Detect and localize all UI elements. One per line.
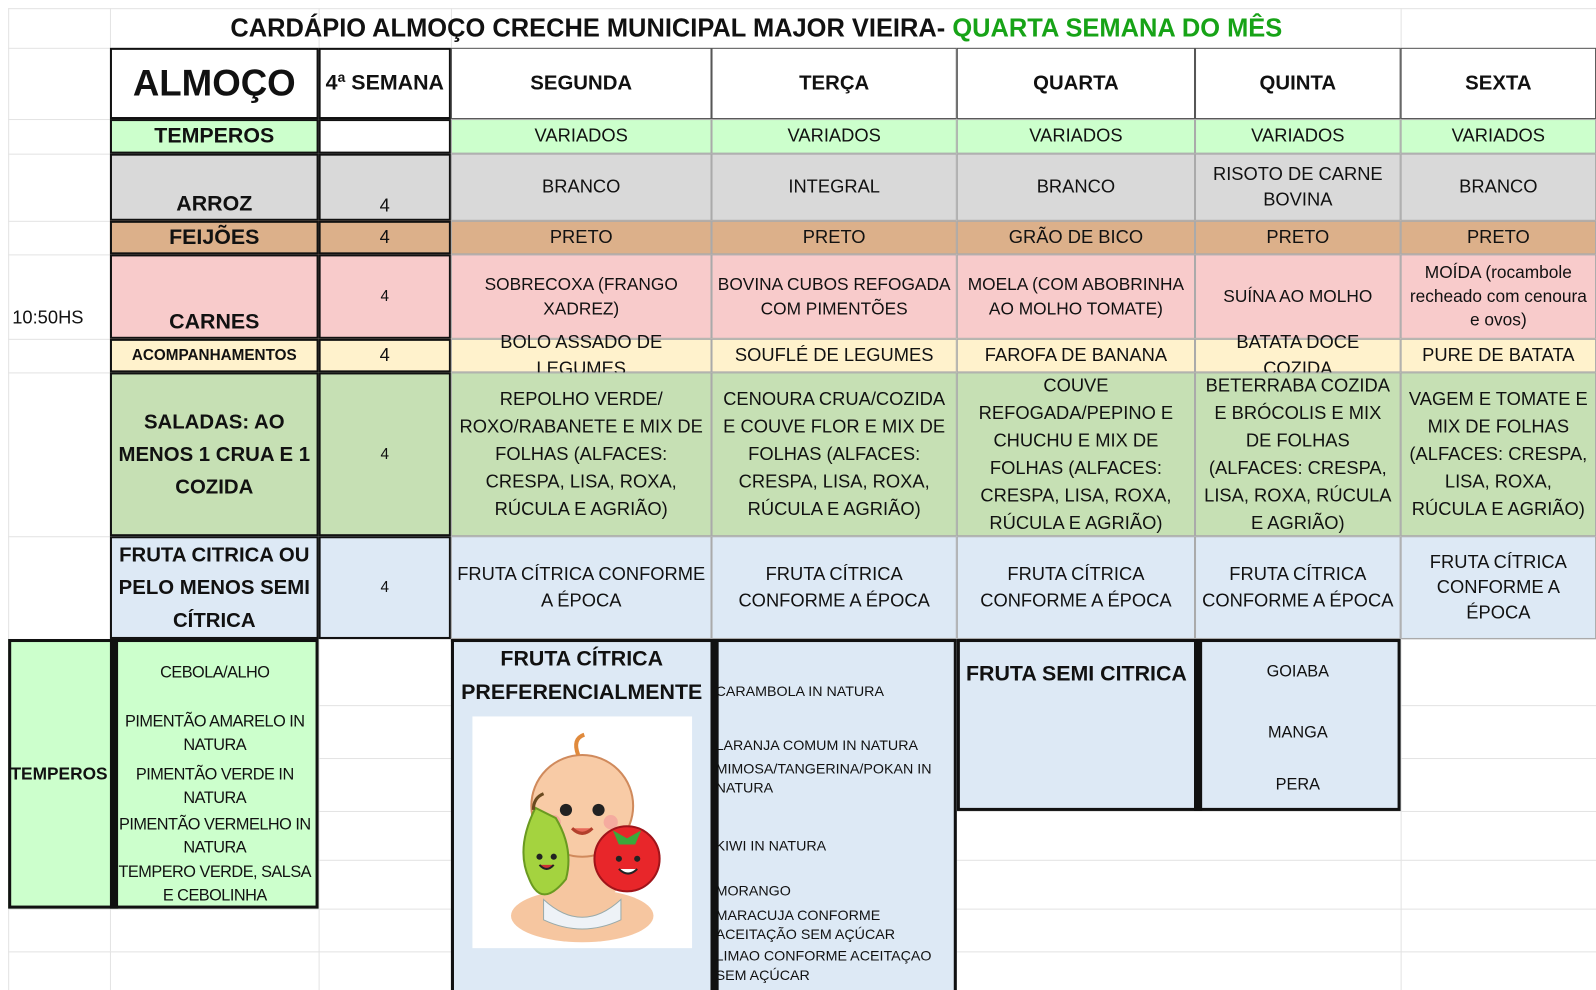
menu-cell: VARIADOS xyxy=(711,119,957,154)
semi-citrus-item: PERA xyxy=(1275,776,1320,794)
row-label: FEIJÕES xyxy=(109,220,319,255)
menu-cell: COUVE REFOGADA/PEPINO E CHUCHU E MIX DE … xyxy=(956,372,1196,537)
week-number: 4 xyxy=(318,338,451,373)
title-main: CARDÁPIO ALMOÇO CRECHE MUNICIPAL MAJOR V… xyxy=(230,14,946,43)
menu-cell: PRETO xyxy=(1195,220,1401,255)
citrus-item: MARACUJA CONFORME ACEITAÇÃO SEM AÇÚCAR xyxy=(715,906,896,943)
row-label: ARROZ xyxy=(109,153,319,221)
menu-cell: PRETO xyxy=(711,220,957,255)
sheet-gridline xyxy=(8,8,1596,10)
seasonings-block xyxy=(8,638,319,909)
baby-illustration xyxy=(472,716,693,949)
row-label: ACOMPANHAMENTOS xyxy=(109,338,319,373)
menu-cell: SUÍNA AO MOLHO xyxy=(1195,254,1401,339)
menu-cell: BRANCO xyxy=(1400,153,1596,221)
title: CARDÁPIO ALMOÇO CRECHE MUNICIPAL MAJOR V… xyxy=(112,8,1401,49)
seasonings-label: TEMPEROS xyxy=(10,763,108,784)
menu-cell: INTEGRAL xyxy=(711,153,957,221)
seasoning-item: TEMPERO VERDE, SALSA E CEBOLINHA xyxy=(118,863,312,905)
seasoning-item: CEBOLA/ALHO xyxy=(160,664,270,682)
semi-citrus-item: MANGA xyxy=(1267,724,1328,742)
menu-cell: FRUTA CÍTRICA CONFORME A ÉPOCA xyxy=(956,536,1196,639)
semi-citrus-title: FRUTA SEMI CITRICA xyxy=(965,662,1187,686)
menu-cell: FRUTA CÍTRICA CONFORME A ÉPOCA xyxy=(1400,536,1596,639)
citrus-item: CARAMBOLA IN NATURA xyxy=(715,682,884,700)
citrus-item: MIMOSA/TANGERINA/POKAN IN NATURA xyxy=(715,760,932,796)
day-header: TERÇA xyxy=(711,47,957,120)
menu-cell: FRUTA CÍTRICA CONFORME A ÉPOCA xyxy=(711,536,957,639)
citrus-item: LARANJA COMUM IN NATURA xyxy=(715,736,919,753)
semi-citrus-block xyxy=(956,638,1401,811)
citrus-divider xyxy=(710,638,719,990)
citrus-title: FRUTA CÍTRICA PREFERENCIALMENTE xyxy=(461,647,703,704)
menu-cell: MOÍDA (rocambole recheado com cenoura e … xyxy=(1400,254,1596,339)
menu-cell: GRÃO DE BICO xyxy=(956,220,1196,255)
menu-cell: PRETO xyxy=(1400,220,1596,255)
week-number: 4 xyxy=(318,153,451,221)
menu-cell: BOLO ASSADO DE LEGUMES xyxy=(450,332,712,378)
menu-cell: VAGEM E TOMATE E MIX DE FOLHAS (ALFACES:… xyxy=(1400,372,1596,537)
week-number: 4 xyxy=(318,372,451,537)
menu-cell: PRETO xyxy=(450,220,712,255)
menu-cell: FRUTA CÍTRICA CONFORME A ÉPOCA xyxy=(1195,536,1401,639)
menu-cell: SOBRECOXA (FRANGO XADREZ) xyxy=(450,254,712,339)
week-header: 4ª SEMANA xyxy=(318,47,451,120)
menu-cell: BRANCO xyxy=(956,153,1196,221)
menu-cell: BETERRABA COZIDA E BRÓCOLIS E MIX DE FOL… xyxy=(1195,372,1401,537)
seasoning-item: PIMENTÃO AMARELO IN NATURA xyxy=(125,713,305,755)
citrus-item: LIMAO CONFORME ACEITAÇAO SEM AÇÚCAR xyxy=(715,947,932,983)
day-header: SEGUNDA xyxy=(450,47,712,120)
menu-cell: REPOLHO VERDE/ ROXO/RABANETE E MIX DE FO… xyxy=(450,372,712,537)
menu-cell: FRUTA CÍTRICA CONFORME A ÉPOCA xyxy=(450,536,712,639)
row-label: SALADAS: AO MENOS 1 CRUA E 1 COZIDA xyxy=(109,372,319,537)
row-label: FRUTA CITRICA OU PELO MENOS SEMI CÍTRICA xyxy=(109,536,319,639)
menu-cell: BATATA DOCE COZIDA xyxy=(1195,332,1401,378)
seasoning-item: PIMENTÃO VERMELHO IN NATURA xyxy=(118,816,311,857)
seasonings-divider xyxy=(109,638,119,909)
week-number: 4 xyxy=(318,254,451,339)
menu-cell: MOELA (COM ABOBRINHA AO MOLHO TOMATE) xyxy=(956,254,1196,339)
menu-cell: BRANCO xyxy=(450,153,712,221)
citrus-item: KIWI IN NATURA xyxy=(715,837,827,854)
meal-header: ALMOÇO xyxy=(109,47,319,120)
sheet-gridline xyxy=(8,8,10,990)
week-number: 4 xyxy=(318,220,451,255)
row-label: CARNES xyxy=(109,254,319,339)
menu-cell: SOUFLÉ DE LEGUMES xyxy=(711,338,957,373)
day-header: QUINTA xyxy=(1195,47,1401,120)
semi-citrus-item: GOIABA xyxy=(1266,663,1330,681)
menu-cell: PURE DE BATATA xyxy=(1400,338,1596,373)
menu-cell: FAROFA DE BANANA xyxy=(956,338,1196,373)
day-header: QUARTA xyxy=(956,47,1196,120)
time-label: 10:50HS xyxy=(12,307,84,329)
seasoning-item: PIMENTÃO VERDE IN NATURA xyxy=(135,766,294,808)
semi-citrus-divider xyxy=(1193,638,1203,811)
menu-cell: VARIADOS xyxy=(450,119,712,154)
menu-cell: CENOURA CRUA/COZIDA E COUVE FLOR E MIX D… xyxy=(711,372,957,537)
title-highlight: QUARTA SEMANA DO MÊS xyxy=(952,14,1283,43)
menu-cell: BOVINA CUBOS REFOGADA COM PIMENTÕES xyxy=(711,254,957,339)
menu-cell: RISOTO DE CARNE BOVINA xyxy=(1195,153,1401,221)
day-header: SEXTA xyxy=(1400,47,1596,120)
menu-cell: VARIADOS xyxy=(1400,119,1596,154)
week-number xyxy=(318,119,451,154)
citrus-item: MORANGO xyxy=(715,882,791,899)
menu-cell: VARIADOS xyxy=(1195,119,1401,154)
week-number: 4 xyxy=(318,536,451,639)
menu-cell: VARIADOS xyxy=(956,119,1196,154)
row-label: TEMPEROS xyxy=(109,119,319,154)
